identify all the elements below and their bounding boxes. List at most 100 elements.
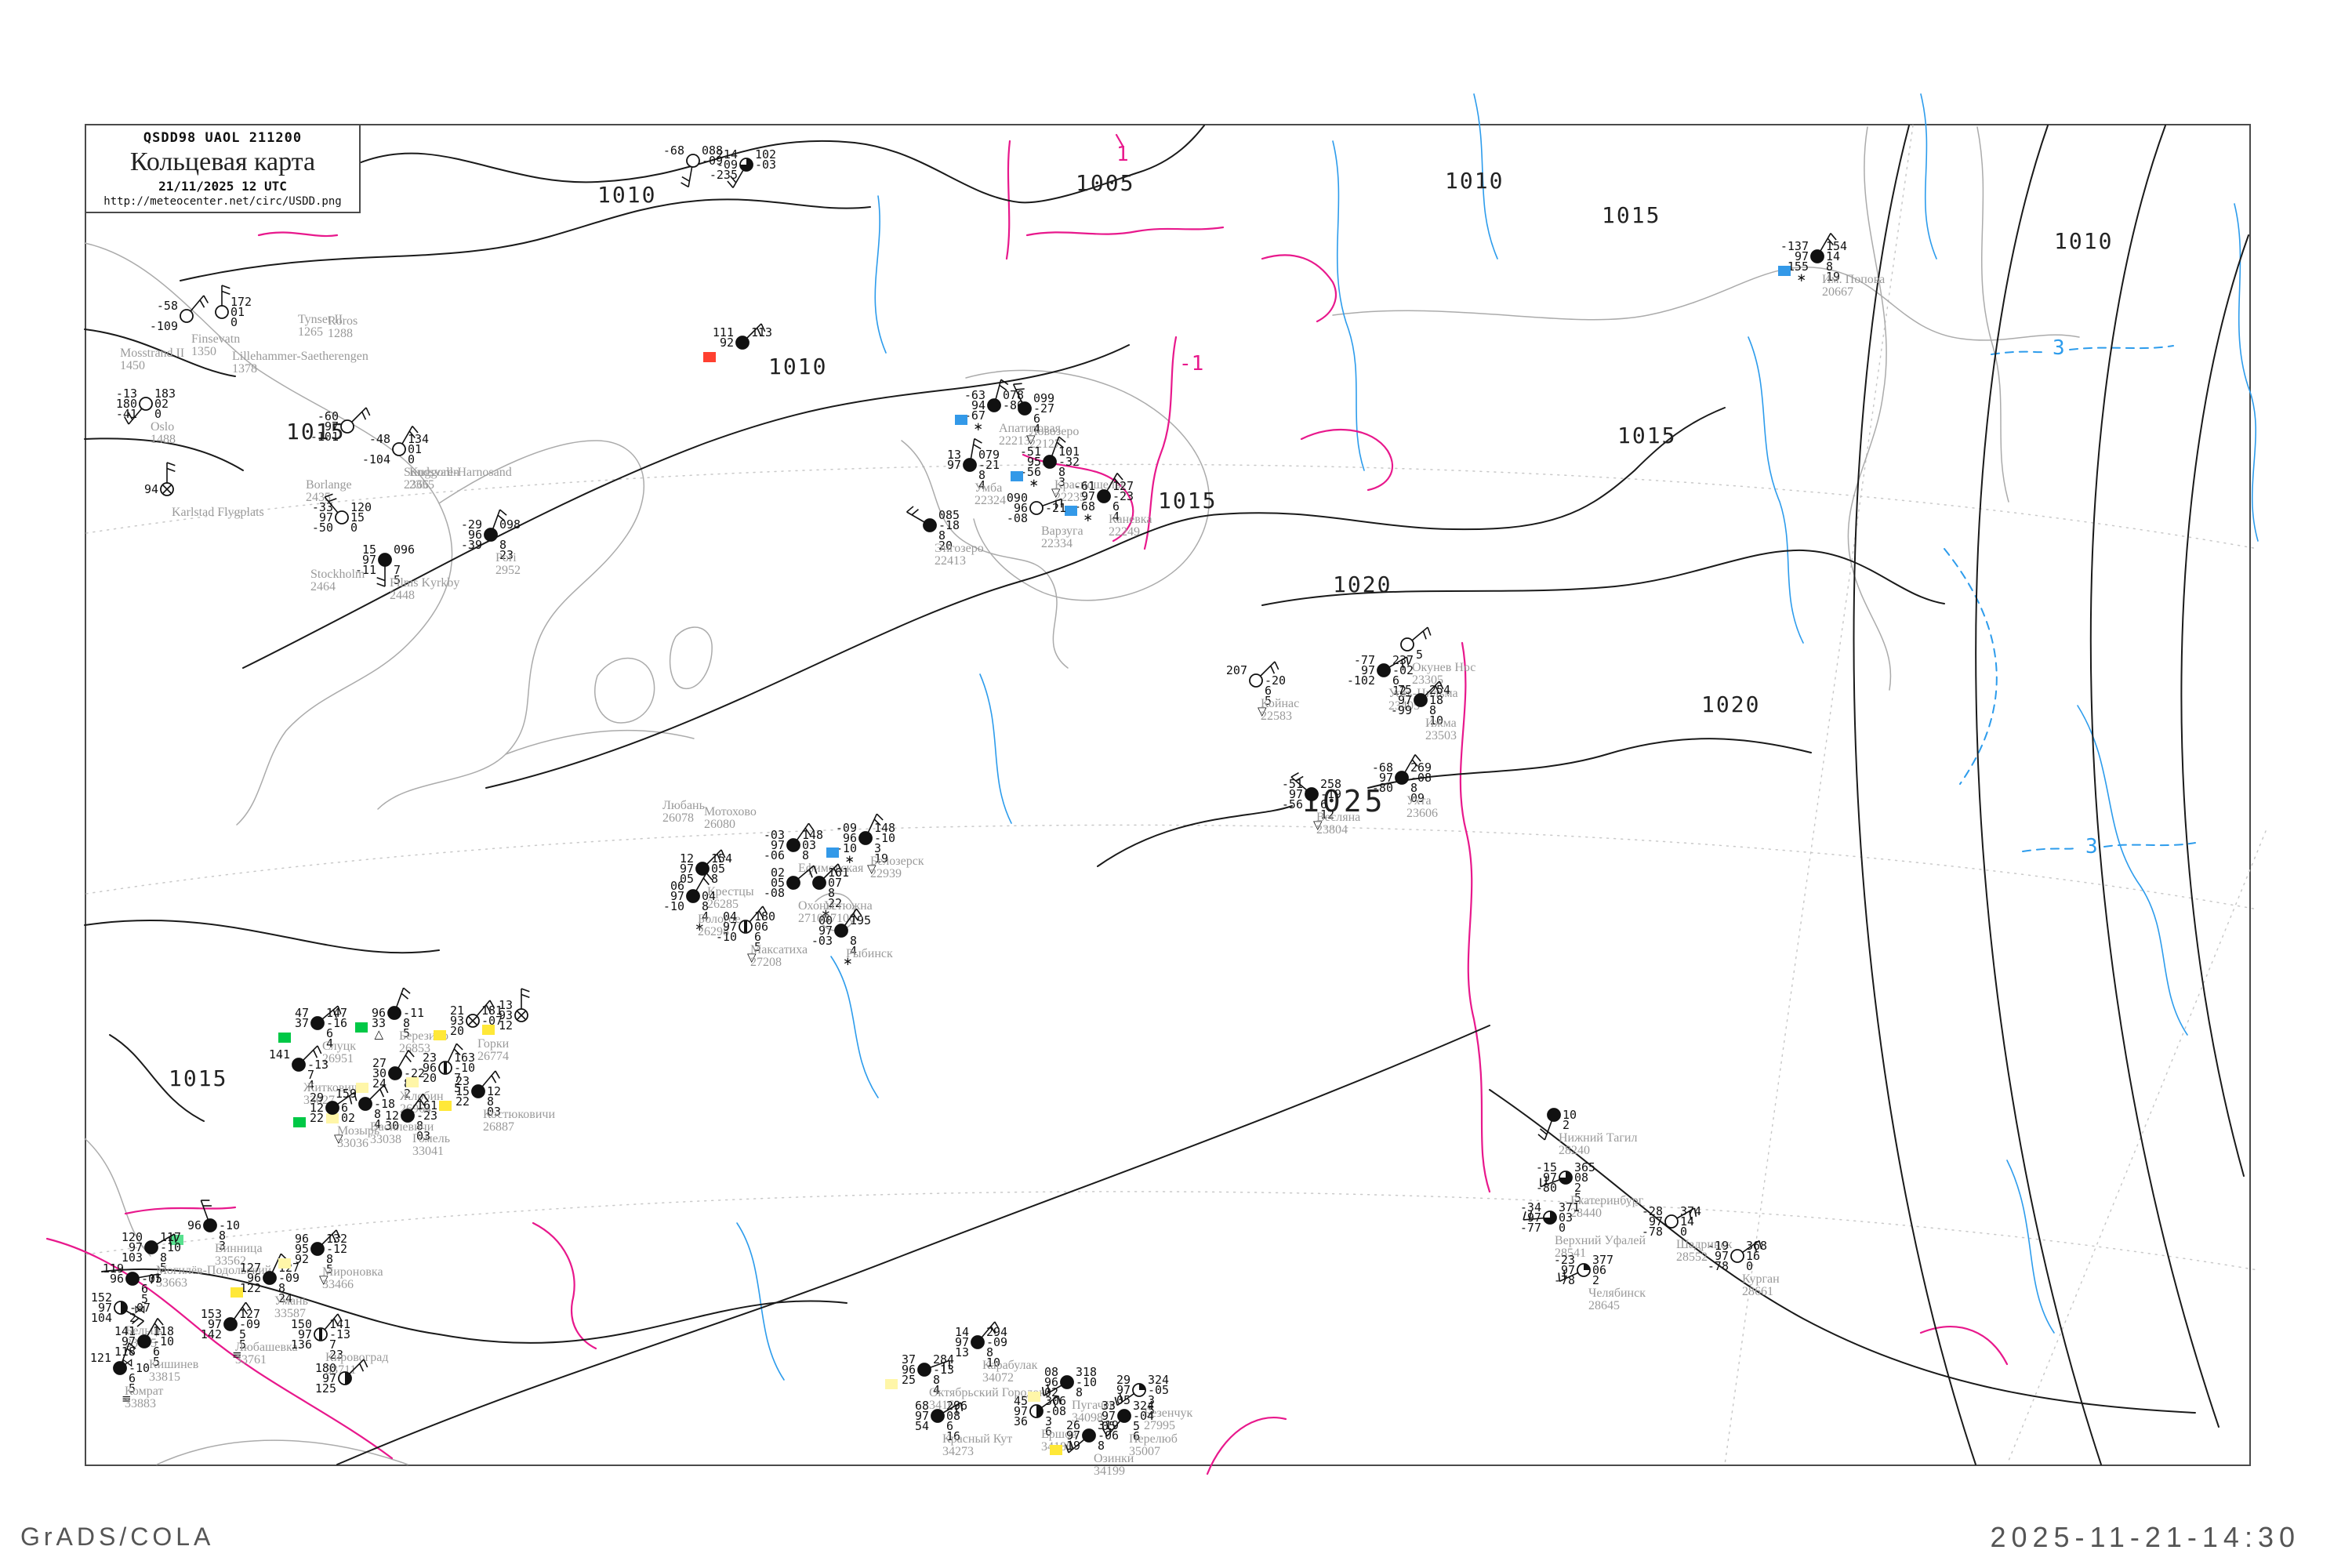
station-value: -19 [1708,1239,1729,1253]
station-id: 22235 [1054,491,1086,504]
station-value: 127 [240,1261,261,1275]
station-value: -10 [663,899,684,913]
cloud-cover-symbol [1249,673,1263,688]
station-value: -05 [141,1272,162,1286]
station-name: Бельцы [125,1324,165,1338]
station-value: 02 [341,1111,355,1125]
cloud-cover-symbol [735,336,750,350]
station-value: 141 [269,1047,290,1062]
station-name: Перелюб [1129,1432,1178,1446]
station-name: Finsevatn [191,332,240,346]
station-id: 33761 [235,1353,267,1367]
weather-marker [278,1258,291,1269]
station-value: 21 [450,1004,464,1018]
station-value: 97 [208,1317,222,1331]
station-value: 15 [350,510,365,524]
station-value: 97 [915,1409,929,1423]
contour-label: 1010 [597,182,656,208]
station-value: 6 [341,1101,348,1115]
station-value: 5 [239,1338,246,1352]
station-value: 8 [938,528,946,543]
station-value: -03 [755,158,776,172]
station-value: 8 [487,1094,494,1109]
station-value: 090 [1007,491,1028,505]
station-value: -13 [307,1058,328,1072]
contour-label: 1010 [2054,228,2113,254]
weather-marker [326,1113,339,1123]
station-value: 97 [955,1335,969,1349]
station-value: 214 [717,147,738,162]
station-value: 93 [450,1014,464,1028]
station-value: 97 [1081,489,1095,503]
station-value: -68 [663,143,684,158]
station-value: 2 [1592,1273,1599,1287]
station-name: Энгозеро [935,542,984,555]
station-value: 2 [129,1311,136,1325]
station-value: 20 [450,1024,464,1038]
station-value: -10 [219,1218,240,1232]
station-value: -13 [933,1363,954,1377]
station-value: 97 [298,1327,312,1341]
station-value: 97 [98,1301,112,1315]
station-value: 10 [1563,1108,1577,1122]
station-value: 7 [329,1338,336,1352]
station-value: -23 [1112,489,1134,503]
station-value: 08 [1044,1365,1058,1379]
station-name: Ухта [1406,794,1432,808]
station-plot: 214-09-235 102-03 [710,147,776,188]
station-name: Максатиха [750,943,808,956]
station-name: Рыбинск [846,947,893,960]
station-value: 04 [723,909,737,924]
station-id: 26774 [477,1050,509,1063]
station-value: 113 [751,325,772,339]
station-value: 8 [986,1345,993,1359]
station-value: ▽ [747,950,757,964]
station-value: 377 [1592,1253,1613,1267]
station-value: 97 [362,553,376,567]
station-value: 12 [680,851,694,866]
contour-label: 1015 [1602,202,1661,228]
station-value: 24 [278,1291,292,1305]
station-value: 079 [978,448,1000,462]
station-value: 97 [680,862,694,876]
contour-label: 1010 [768,354,827,379]
weather-marker [356,1083,368,1093]
station-value: 141 [114,1324,136,1338]
station-value: 75 [1398,683,1412,697]
station-name: Верхний Уфалей [1555,1234,1646,1247]
station-value: 159 [336,1087,357,1101]
station-value: ▽ [334,1131,343,1145]
station-value: 13 [499,998,513,1012]
cloud-cover-symbol [263,1271,277,1285]
station-name: Кировоград [325,1351,388,1364]
station-name: Нижний Тагил [1559,1131,1637,1145]
station-value: 163 [454,1051,475,1065]
station-value: -06 [764,848,785,862]
station-name: Житковичи [303,1081,365,1094]
station-value: 08 [1574,1171,1588,1185]
cloud-cover-symbol [858,831,873,845]
station-value: 19 [1826,270,1840,284]
cloud-cover-symbol [695,862,710,876]
station-value: 37 [902,1352,916,1367]
contour-label: 1020 [1701,691,1760,717]
cloud-cover-symbol [1395,771,1409,785]
station-id: 1350 [191,345,216,358]
station-name: Кишинев [149,1358,199,1371]
station-name: Пугачёв [1072,1399,1116,1412]
